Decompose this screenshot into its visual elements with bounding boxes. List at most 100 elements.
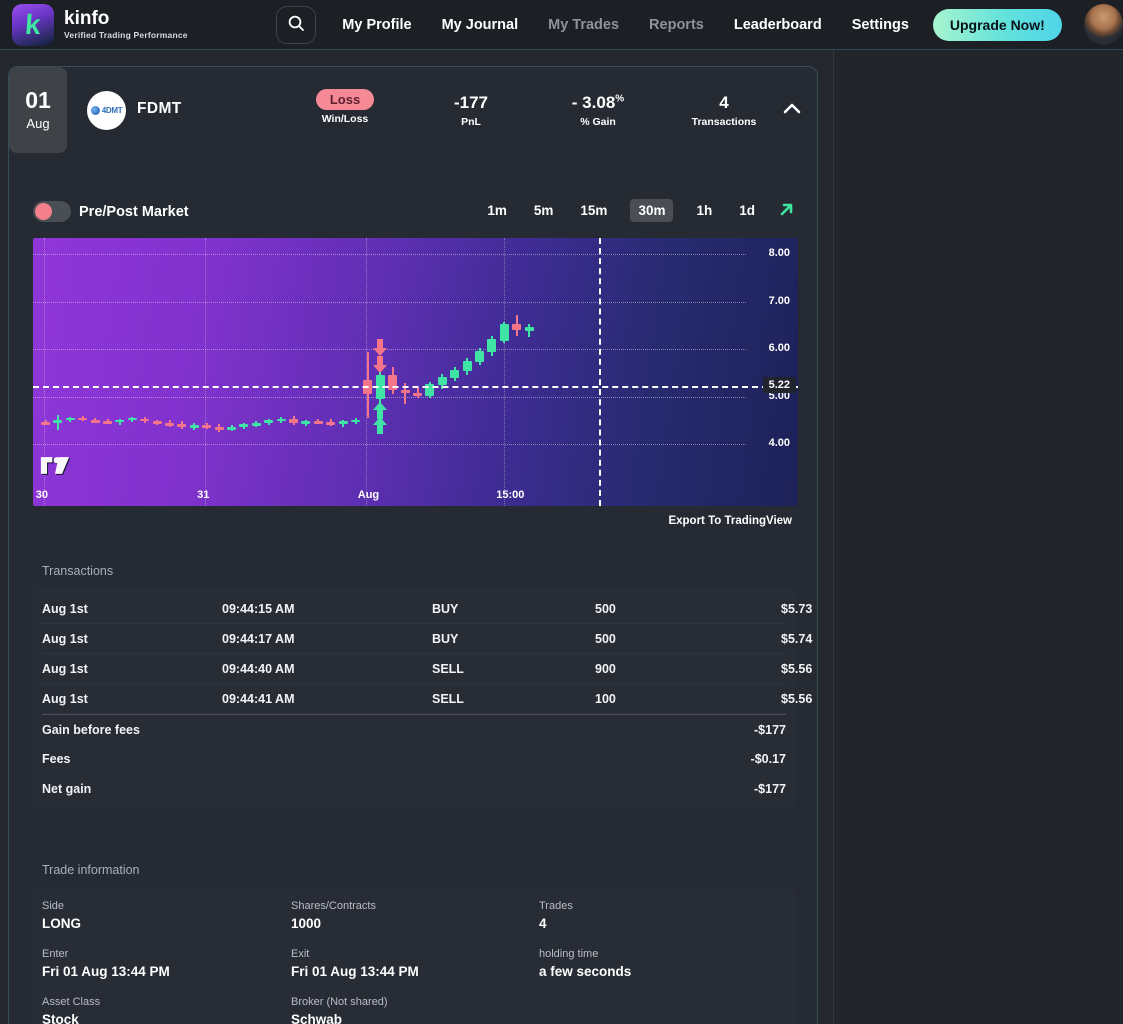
- chevron-up-icon: [783, 103, 801, 118]
- trade-info-field: Broker (Not shared) Schwab: [291, 996, 539, 1024]
- nav-item-my-journal[interactable]: My Journal: [441, 16, 519, 33]
- candle-body: [499, 324, 509, 341]
- candle-body: [351, 419, 360, 423]
- transactions-table: Aug 1st 09:44:15 AM BUY 500 $5.73 Aug 1st 09:4…: [33, 587, 812, 810]
- timeframe-selector: 1m 5m 15m 30m 1h 1d: [483, 199, 795, 222]
- timeframe-1m[interactable]: 1m: [487, 203, 507, 218]
- tradingview-logo-icon[interactable]: [40, 456, 70, 480]
- current-price-label: 5.22: [762, 377, 796, 394]
- gridline-y: [33, 444, 746, 446]
- field-value: Stock: [42, 1012, 79, 1024]
- field-label: holding time: [539, 948, 599, 960]
- timeframe-30m[interactable]: 30m: [630, 199, 674, 222]
- candle-body: [202, 425, 212, 428]
- candle-body: [512, 324, 522, 331]
- kinfo-logo-letter: k: [24, 8, 42, 40]
- export-to-tradingview-link[interactable]: Export To TradingView: [668, 515, 792, 527]
- trade-info-grid: Side LONG Shares/Contracts 1000 Trades 4 Enter…: [42, 900, 795, 1024]
- gain-value: - 3.08: [571, 93, 616, 112]
- top-nav: k kinfo Verified Trading Performance My …: [0, 0, 1123, 50]
- prepost-toggle[interactable]: [33, 201, 71, 222]
- candle-wick: [404, 383, 407, 404]
- candle-body: [41, 422, 50, 425]
- user-avatar[interactable]: [1083, 4, 1123, 45]
- trade-info-field: Exit Fri 01 Aug 13:44 PM: [291, 948, 539, 979]
- total-value: -$177: [754, 722, 786, 737]
- gridline-x: [205, 238, 207, 506]
- table-row: Aug 1st 09:44:17 AM BUY 500 $5.74: [42, 624, 812, 654]
- right-panel: [833, 50, 1123, 1024]
- candle-body: [165, 423, 174, 426]
- sell-arrow-icon: [373, 338, 388, 356]
- field-value: Fri 01 Aug 13:44 PM: [291, 964, 419, 979]
- cell-side: SELL: [432, 661, 464, 676]
- fees-row: Fees -$0.17: [42, 744, 786, 774]
- fullscreen-chart-button[interactable]: [778, 201, 795, 221]
- timeframe-15m[interactable]: 15m: [580, 203, 608, 218]
- trade-card: 01 Aug 4DMT FDMT Loss Win/Loss -177 PnL …: [8, 66, 818, 1024]
- nav-item-my-profile[interactable]: My Profile: [342, 16, 412, 33]
- cell-price: $5.56: [781, 661, 813, 676]
- nav-item-reports[interactable]: Reports: [649, 16, 704, 33]
- arrow-up-right-icon: [778, 201, 795, 221]
- transactions-label: Transactions: [691, 116, 757, 128]
- candle-body: [115, 419, 125, 423]
- brand[interactable]: k kinfo Verified Trading Performance: [0, 3, 276, 46]
- candle-body: [425, 384, 435, 396]
- trade-info-field: holding time a few seconds: [539, 948, 795, 979]
- field-value: a few seconds: [539, 964, 632, 979]
- candle-body: [276, 418, 286, 422]
- timeframe-1h[interactable]: 1h: [696, 203, 713, 218]
- candle-body: [189, 425, 199, 428]
- candle-body: [239, 424, 249, 428]
- candle-body: [301, 421, 311, 424]
- gridline-y: [33, 396, 746, 398]
- candle-body: [326, 422, 336, 425]
- candle-body: [90, 420, 100, 423]
- brand-text: kinfo Verified Trading Performance: [64, 8, 188, 40]
- field-label: Broker (Not shared): [291, 996, 388, 1008]
- nav-item-settings[interactable]: Settings: [851, 16, 909, 33]
- field-value: Schwab: [291, 1012, 343, 1024]
- cell-price: $5.73: [781, 601, 813, 616]
- candle-body: [78, 417, 88, 421]
- winloss-stat: Loss Win/Loss: [305, 89, 385, 125]
- gridline-x: [365, 238, 367, 506]
- field-value: 1000: [291, 916, 322, 931]
- buy-arrow-icon: [373, 402, 388, 419]
- export-row: Export To TradingView: [9, 511, 817, 529]
- search-button[interactable]: [276, 5, 317, 44]
- field-value: 4: [539, 916, 547, 931]
- candle-body: [65, 417, 75, 421]
- candle-wick: [44, 420, 47, 425]
- upgrade-button[interactable]: Upgrade Now!: [932, 8, 1062, 41]
- pnl-stat: -177 PnL: [431, 93, 511, 128]
- candlestick-chart[interactable]: 4.00 5.00 6.00 7.00 8.00 30 31 Aug 15:00 5.22: [33, 238, 798, 506]
- collapse-button[interactable]: [779, 97, 805, 123]
- gain-label: % Gain: [580, 116, 616, 128]
- candle-body: [103, 421, 112, 424]
- y-axis-label: 4.00: [768, 437, 790, 450]
- ticker-logo-globe-icon: [90, 106, 100, 115]
- winloss-label: Win/Loss: [321, 113, 369, 125]
- gridline-y: [33, 349, 746, 351]
- candle-body: [127, 417, 137, 421]
- cell-quantity: 900: [595, 661, 616, 676]
- timeframe-1d[interactable]: 1d: [739, 203, 755, 218]
- candle-wick: [379, 370, 382, 428]
- trade-info-field: Trades 4: [539, 900, 795, 931]
- gain-before-fees-row: Gain before fees -$177: [42, 714, 786, 744]
- candle-body: [251, 423, 261, 426]
- candle-body: [177, 424, 187, 428]
- timeframe-5m[interactable]: 5m: [533, 203, 554, 218]
- nav-item-leaderboard[interactable]: Leaderboard: [733, 16, 822, 33]
- transactions-rows: Aug 1st 09:44:15 AM BUY 500 $5.73 Aug 1st 09:4…: [42, 594, 812, 714]
- cell-quantity: 500: [595, 601, 616, 616]
- candle-body: [437, 376, 447, 386]
- cell-time: 09:44:40 AM: [222, 661, 295, 676]
- nav-item-my-trades[interactable]: My Trades: [548, 16, 620, 33]
- y-axis-label: 6.00: [768, 342, 790, 355]
- brand-name: kinfo: [64, 8, 110, 30]
- field-label: Trades: [539, 900, 573, 912]
